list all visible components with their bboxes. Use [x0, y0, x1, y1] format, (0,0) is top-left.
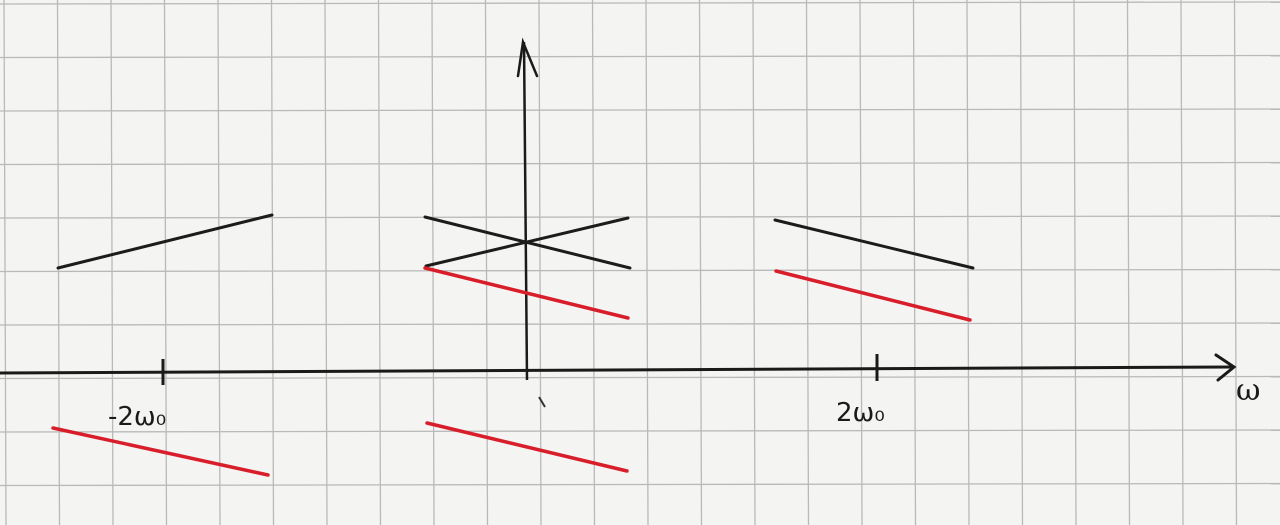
- black-segment-right: [773, 218, 975, 270]
- red-segment-right-upper: [774, 269, 972, 322]
- grid-line-vertical: [1233, 0, 1238, 525]
- grid-line-horizontal: [0, 375, 1280, 380]
- grid-line-horizontal: [0, 108, 1280, 112]
- grid-line-vertical: [645, 0, 649, 525]
- red-spectrum-segments: [51, 266, 972, 477]
- grid-line-vertical: [324, 0, 328, 525]
- grid-line-horizontal: [0, 54, 1280, 59]
- grid-line-vertical: [538, 0, 542, 525]
- red-segment-center-lower: [425, 421, 629, 473]
- grid-line-vertical: [859, 0, 863, 525]
- grid-line-vertical: [217, 0, 221, 525]
- grid-line-vertical: [1180, 0, 1184, 525]
- red-segment-center-upper: [423, 266, 630, 320]
- tick-label-minus-2w0: -2ω₀: [108, 402, 166, 432]
- grid-line-horizontal: [0, 482, 1280, 487]
- grid-line-horizontal: [0, 268, 1280, 273]
- black-segment-left: [56, 213, 274, 270]
- tick-label-2w0: 2ω₀: [836, 398, 885, 428]
- grid-line-vertical: [1019, 0, 1024, 525]
- grid-line-vertical: [377, 0, 382, 525]
- grid-line-vertical: [752, 0, 756, 525]
- grid-line-vertical: [698, 0, 703, 525]
- grid-line-vertical: [1126, 0, 1131, 525]
- axis-label-omega: ω: [1236, 373, 1260, 408]
- grid-line-vertical: [270, 0, 275, 525]
- grid-line-vertical: [805, 0, 810, 525]
- black-spectrum-segments: [56, 213, 975, 270]
- grid-line-vertical: [163, 0, 168, 525]
- grid-line-vertical: [3, 0, 7, 525]
- grid-line-horizontal: [0, 429, 1280, 433]
- grid-line-vertical: [591, 0, 596, 525]
- red-segment-left-lower: [51, 426, 270, 477]
- grid-line-vertical: [966, 0, 970, 525]
- vertical-axis-arrowhead: [516, 37, 539, 78]
- black-segment-center-ascending: [424, 216, 630, 268]
- grid-line-vertical: [431, 0, 435, 525]
- grid-line-vertical: [912, 0, 917, 525]
- grid-line-horizontal: [0, 161, 1280, 166]
- frequency-axis: [0, 365, 1233, 375]
- axes: [0, 37, 1237, 408]
- tick-origin-mark: [538, 396, 546, 408]
- grid-line-horizontal: [0, 322, 1280, 326]
- grid-line-vertical: [1073, 0, 1077, 525]
- grid-line-horizontal: [0, 1, 1280, 5]
- vertical-axis: [522, 41, 529, 381]
- grid-line-horizontal: [0, 215, 1280, 219]
- grid-line-vertical: [110, 0, 114, 525]
- frequency-axis-arrowhead: [1214, 353, 1237, 382]
- grid-line-vertical: [56, 0, 61, 525]
- grid-line-vertical: [484, 0, 489, 525]
